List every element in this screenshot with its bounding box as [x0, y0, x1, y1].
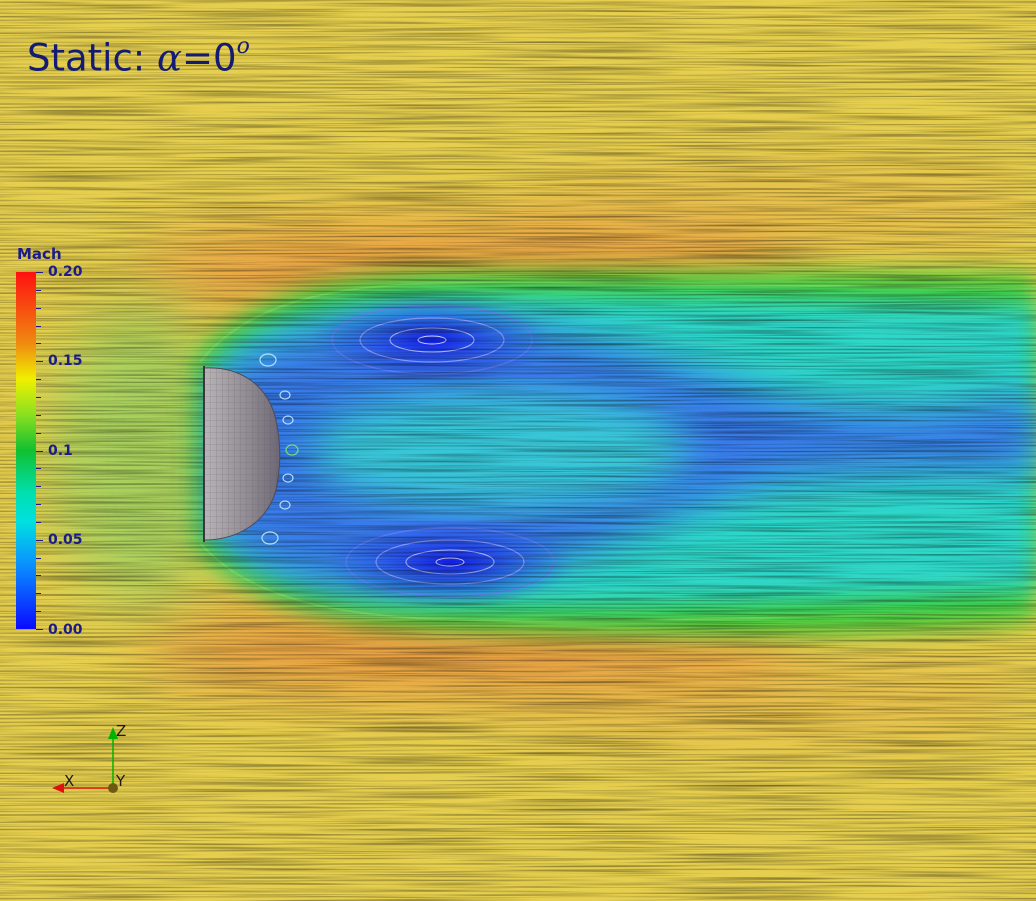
colorbar-title: Mach: [17, 245, 62, 263]
colorbar-tick: [36, 611, 41, 612]
colorbar-tick: [36, 522, 41, 523]
z-axis-label: Z: [116, 722, 127, 740]
colorbar-tick: [36, 308, 41, 309]
colorbar-tick: [36, 504, 41, 505]
plot-title: Static: α=0o: [27, 28, 250, 81]
capsule-body: [203, 366, 281, 542]
colorbar-tick: [36, 415, 41, 416]
colorbar-tick: [36, 343, 41, 344]
colorbar-tick: [36, 451, 43, 452]
x-arrow-icon: [52, 783, 64, 793]
colorbar-tick: [36, 575, 41, 576]
y-axis-dot-icon: [108, 783, 118, 793]
colorbar-tick: [36, 486, 41, 487]
colorbar-tick: [36, 272, 43, 273]
colorbar-tick: [36, 540, 43, 541]
colorbar-label-max: 0.20: [48, 264, 83, 280]
y-axis-label: Y: [116, 772, 126, 790]
colorbar-label-015: 0.15: [48, 353, 83, 369]
colorbar-tick: [36, 290, 41, 291]
colorbar-tick: [36, 629, 43, 630]
alpha-symbol: α: [157, 36, 183, 80]
colorbar-gradient: [16, 272, 36, 629]
colorbar-tick: [36, 326, 41, 327]
axes-triad: [52, 727, 118, 793]
colorbar-tick: [36, 361, 43, 362]
colorbar-label-005: 0.05: [48, 532, 83, 548]
colorbar-tick: [36, 397, 41, 398]
title-prefix: Static:: [27, 36, 158, 80]
colorbar-tick: [36, 468, 41, 469]
colorbar-tick: [36, 433, 41, 434]
colorbar-label-min: 0.00: [48, 622, 83, 638]
title-value: =0: [182, 36, 237, 80]
x-axis-label: X: [64, 772, 75, 790]
colorbar-label-01: 0.1: [48, 443, 73, 459]
colorbar-tick: [36, 558, 41, 559]
degree-superscript: o: [236, 34, 250, 59]
colorbar-tick: [36, 593, 41, 594]
z-arrow-icon: [108, 727, 118, 739]
near-wake-eddies: [259, 353, 299, 545]
colorbar-tick: [36, 379, 41, 380]
